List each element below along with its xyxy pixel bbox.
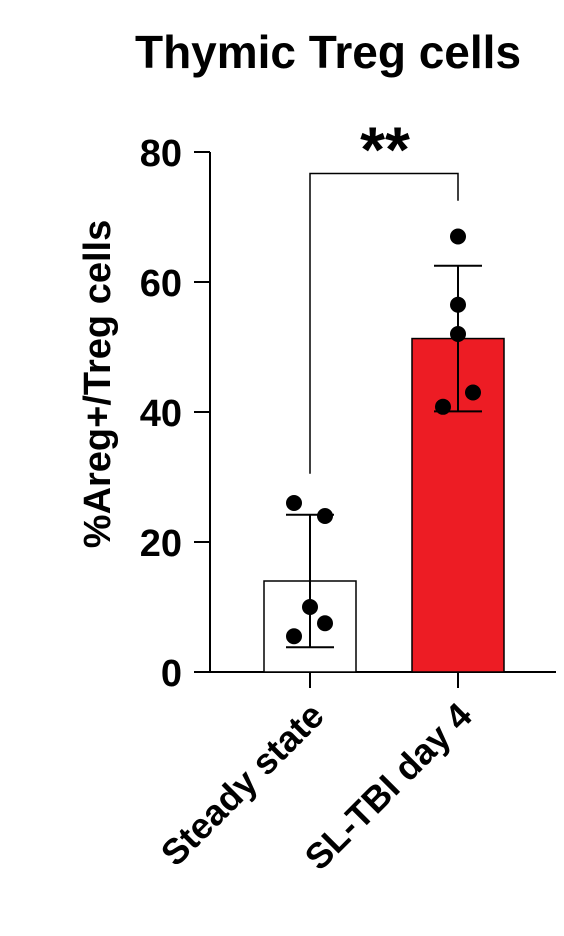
data-point [450,296,466,313]
data-point [450,228,466,245]
y-axis-label: %Areg+/Treg cells [77,220,119,548]
y-tick-label: 20 [140,523,182,565]
chart-title: Thymic Treg cells [135,26,521,78]
y-tick-label: 40 [140,393,182,435]
data-point [465,384,481,401]
y-tick-label: 0 [161,653,182,695]
y-axis: 0 20 40 60 80 [140,133,211,695]
y-tick-label: 80 [140,133,182,175]
data-point [286,495,302,511]
bars-group [263,228,505,673]
significance-bracket [309,172,459,474]
data-point [317,615,333,632]
data-point [286,628,302,645]
data-point [450,326,466,342]
data-point [435,398,451,415]
significance-annotation: ** [309,113,459,474]
y-tick-label: 60 [140,263,182,305]
significance-stars: ** [360,113,410,185]
data-point [302,599,318,615]
data-point [317,508,333,524]
